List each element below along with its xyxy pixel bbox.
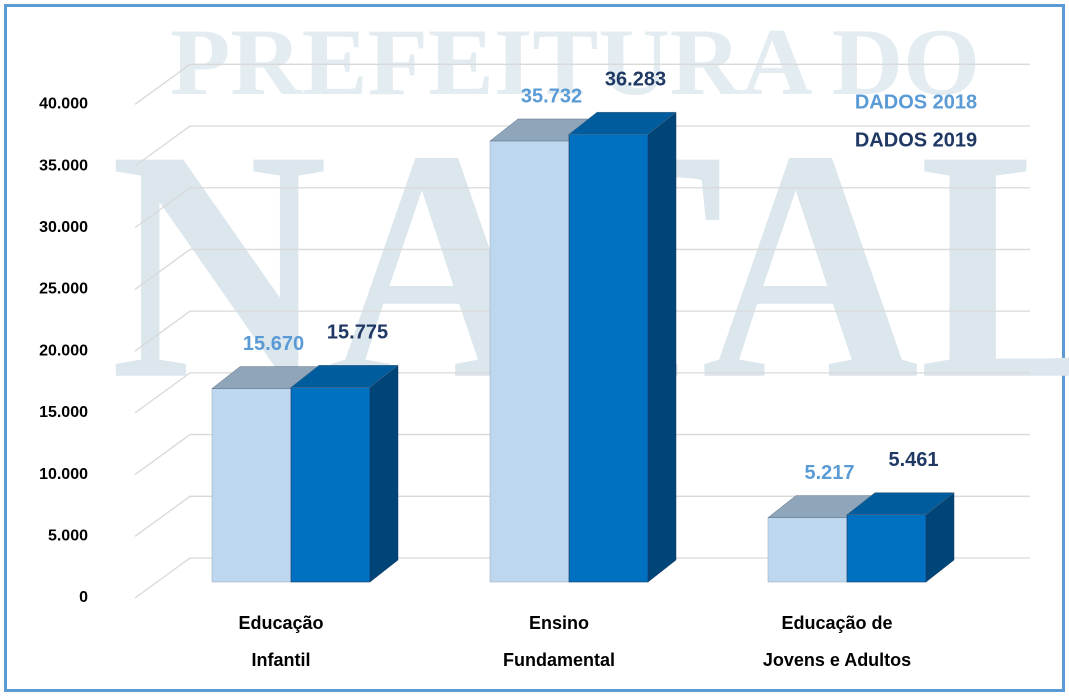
- grid-line: [134, 557, 1030, 599]
- value-label: 36.283: [605, 68, 666, 90]
- bar-top: [846, 492, 955, 515]
- y-tick-label: 30.000: [39, 219, 88, 236]
- legend-entry: DADOS 2019: [855, 129, 977, 151]
- y-tick-label: 5.000: [48, 528, 88, 545]
- watermark: PREFEITURA DO: [170, 9, 980, 115]
- value-label: 35.732: [521, 85, 582, 107]
- y-tick-label: 40.000: [39, 96, 88, 113]
- grid-line: [134, 495, 1030, 537]
- value-label: 5.461: [888, 449, 938, 471]
- grid-line: [134, 310, 1030, 352]
- bar: [211, 388, 292, 583]
- y-tick-label: 15.000: [39, 404, 88, 421]
- value-label: 5.217: [804, 462, 854, 484]
- chart-frame: [4, 4, 1065, 692]
- bar: [489, 140, 570, 583]
- bar: [846, 514, 927, 583]
- x-tick-label: Educação Infantil: [238, 613, 324, 670]
- value-label: 15.775: [327, 322, 388, 344]
- y-tick-label: 35.000: [39, 157, 88, 174]
- y-tick-label: 0: [79, 589, 88, 606]
- bar-top: [290, 365, 399, 388]
- bar-side: [369, 364, 399, 583]
- bar: [767, 517, 848, 583]
- y-tick-label: 25.000: [39, 281, 88, 298]
- x-tick-label: Ensino Fundamental: [502, 613, 615, 670]
- bar-side: [647, 111, 677, 583]
- bar-top: [568, 111, 677, 135]
- legend-entry: DADOS 2018: [855, 91, 977, 113]
- grid-line: [134, 63, 1030, 105]
- grid-line: [134, 248, 1030, 290]
- grid-line: [134, 433, 1030, 476]
- y-tick-label: 10.000: [39, 466, 88, 483]
- grid-line: [134, 125, 1030, 167]
- value-label: 15.670: [243, 333, 304, 355]
- grid-line: [134, 187, 1030, 229]
- x-tick-label: Educação de Jovens e Adultos: [762, 613, 912, 670]
- bar: [568, 133, 649, 583]
- bar: [290, 387, 371, 583]
- y-tick-label: 20.000: [39, 342, 88, 359]
- grid-line: [134, 372, 1030, 414]
